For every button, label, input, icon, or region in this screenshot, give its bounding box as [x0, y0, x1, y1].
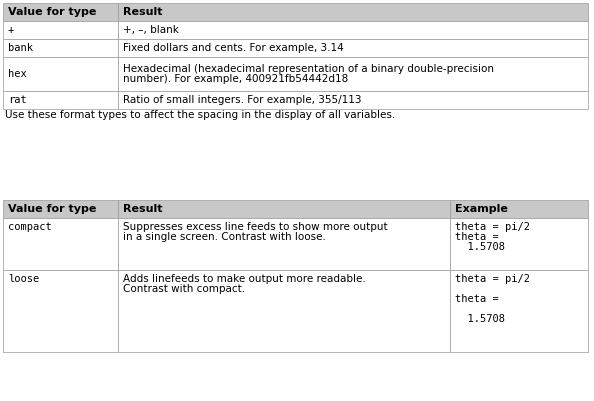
Text: Result: Result: [123, 7, 163, 17]
Bar: [118, 218, 450, 270]
Bar: [3, 270, 118, 352]
Text: 1.5708: 1.5708: [455, 314, 505, 324]
Text: bank: bank: [8, 43, 33, 53]
Bar: [3, 21, 118, 39]
Text: Result: Result: [123, 204, 163, 214]
Bar: [3, 57, 118, 91]
Text: +, –, blank: +, –, blank: [123, 25, 179, 35]
Text: Suppresses excess line feeds to show more output: Suppresses excess line feeds to show mor…: [123, 222, 388, 232]
Bar: [118, 270, 450, 352]
Text: theta =: theta =: [455, 232, 499, 242]
Text: in a single screen. Contrast with loose.: in a single screen. Contrast with loose.: [123, 232, 326, 242]
Bar: [3, 3, 118, 21]
Bar: [118, 21, 588, 39]
Bar: [3, 200, 118, 218]
Text: compact: compact: [8, 222, 52, 232]
Bar: [118, 3, 588, 21]
Bar: [118, 57, 588, 91]
Text: theta = pi/2: theta = pi/2: [455, 274, 530, 284]
Text: Example: Example: [455, 204, 508, 214]
Bar: [3, 91, 118, 109]
Bar: [118, 91, 588, 109]
Text: theta = pi/2: theta = pi/2: [455, 222, 530, 232]
Text: Contrast with compact.: Contrast with compact.: [123, 284, 245, 294]
Text: Hexadecimal (hexadecimal representation of a binary double-precision: Hexadecimal (hexadecimal representation …: [123, 64, 494, 74]
Bar: [3, 218, 118, 270]
Text: Fixed dollars and cents. For example, 3.14: Fixed dollars and cents. For example, 3.…: [123, 43, 344, 53]
Text: theta =: theta =: [455, 294, 499, 304]
Text: +: +: [8, 25, 14, 35]
Bar: [3, 39, 118, 57]
Bar: [450, 218, 588, 270]
Text: Use these format types to affect the spacing in the display of all variables.: Use these format types to affect the spa…: [5, 110, 395, 120]
Text: hex: hex: [8, 69, 27, 79]
Text: 1.5708: 1.5708: [455, 242, 505, 252]
Text: number). For example, 400921fb54442d18: number). For example, 400921fb54442d18: [123, 74, 348, 84]
Text: Ratio of small integers. For example, 355/113: Ratio of small integers. For example, 35…: [123, 95, 362, 105]
Text: Adds linefeeds to make output more readable.: Adds linefeeds to make output more reada…: [123, 274, 366, 284]
Bar: [450, 270, 588, 352]
Text: rat: rat: [8, 95, 27, 105]
Text: loose: loose: [8, 274, 39, 284]
Bar: [118, 39, 588, 57]
Bar: [450, 200, 588, 218]
Text: Value for type: Value for type: [8, 7, 96, 17]
Text: Value for type: Value for type: [8, 204, 96, 214]
Bar: [118, 200, 450, 218]
